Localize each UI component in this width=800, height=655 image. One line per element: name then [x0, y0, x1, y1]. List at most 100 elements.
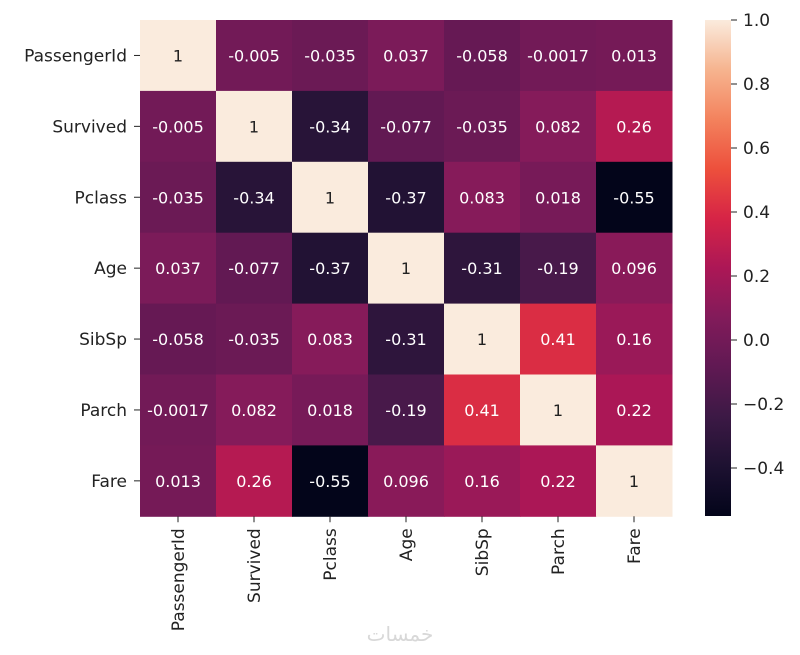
cell-value-label: 1	[629, 472, 639, 491]
cell-value-label: -0.077	[228, 259, 280, 278]
heatmap-cell	[216, 20, 293, 92]
heatmap-cell	[444, 20, 521, 92]
heatmap-cell	[596, 20, 673, 92]
heatmap-cell	[368, 20, 445, 92]
colorbar-tick-label: 0.0	[743, 331, 770, 351]
heatmap-cells: 1 -0.005 -0.035 0.037 -0.058 -0.0017 0.013 -0.0…	[140, 20, 673, 517]
cell-value-label: -0.058	[456, 46, 508, 65]
y-tick-label: Survived	[52, 117, 127, 137]
cell-value-label: 0.018	[307, 401, 353, 420]
heatmap-cell	[140, 374, 217, 446]
cell-value-label: 0.083	[307, 330, 353, 349]
cell-value-label: 0.037	[383, 46, 429, 65]
cell-value-label: -0.34	[233, 188, 274, 207]
colorbar-tick-label: 1.0	[743, 11, 770, 31]
heatmap-cell	[140, 445, 217, 517]
y-tick-label: SibSp	[79, 330, 127, 350]
colorbar-tick-label: 0.4	[743, 203, 770, 223]
heatmap-cell	[520, 374, 597, 446]
x-tick-label: Parch	[549, 528, 569, 575]
cell-value-label: 0.013	[611, 46, 657, 65]
cell-value-label: -0.035	[228, 330, 280, 349]
x-tick-label: Pclass	[321, 528, 341, 581]
cell-value-label: 0.16	[464, 472, 500, 491]
heatmap-cell	[140, 303, 217, 375]
heatmap-cell	[292, 374, 369, 446]
colorbar-tick-label: 0.8	[743, 75, 770, 95]
x-tick-label: Age	[397, 528, 417, 561]
cell-value-label: 1	[477, 330, 487, 349]
heatmap-cell	[140, 161, 217, 234]
heatmap-cell	[444, 90, 521, 163]
cell-value-label: 0.22	[540, 472, 576, 491]
cell-value-label: -0.005	[152, 117, 204, 136]
heatmap-cell	[216, 232, 293, 305]
y-axis-labels: PassengerId Survived Pclass Age SibSp Parch Fa…	[24, 46, 140, 492]
heatmap-cell	[368, 303, 445, 375]
heatmap-cell	[520, 90, 597, 163]
cell-value-label: -0.19	[537, 259, 578, 278]
heatmap-cell	[520, 303, 597, 375]
heatmap-cell	[292, 20, 369, 92]
x-axis-labels: PassengerId Survived Pclass Age SibSp Parch Fa…	[169, 516, 645, 631]
x-tick-label: Fare	[625, 528, 645, 564]
heatmap-cell	[140, 20, 217, 92]
heatmap-cell	[216, 90, 293, 163]
heatmap-cell	[596, 445, 673, 517]
heatmap-cell	[216, 445, 293, 517]
heatmap-cell	[292, 232, 369, 305]
x-tick-label: Survived	[245, 528, 265, 603]
cell-value-label: 0.26	[616, 117, 652, 136]
cell-value-label: 0.26	[236, 472, 272, 491]
cell-value-label: -0.55	[309, 472, 350, 491]
cell-value-label: -0.077	[380, 117, 432, 136]
cell-value-label: -0.005	[228, 46, 280, 65]
cell-value-label: 0.22	[616, 401, 652, 420]
x-tick-label: PassengerId	[169, 528, 189, 631]
cell-value-label: 0.41	[540, 330, 576, 349]
heatmap-cell	[444, 161, 521, 234]
cell-value-label: 0.096	[611, 259, 657, 278]
colorbar-gradient	[705, 20, 731, 516]
y-tick-label: Age	[94, 259, 127, 279]
heatmap-cell	[292, 161, 369, 234]
heatmap-cell	[140, 232, 217, 305]
cell-value-label: 0.096	[383, 472, 429, 491]
heatmap-cell	[292, 445, 369, 517]
heatmap-cell	[520, 232, 597, 305]
y-tick-label: Pclass	[75, 188, 128, 208]
heatmap-cell	[368, 232, 445, 305]
cell-value-label: 0.41	[464, 401, 500, 420]
cell-value-label: -0.035	[456, 117, 508, 136]
heatmap-cell	[520, 161, 597, 234]
cell-value-label: -0.035	[304, 46, 356, 65]
cell-value-label: -0.37	[385, 188, 426, 207]
colorbar-tick-label: 0.6	[743, 139, 770, 159]
heatmap-cell	[596, 374, 673, 446]
heatmap-cell	[140, 90, 217, 163]
cell-value-label: -0.31	[385, 330, 426, 349]
x-tick-label: SibSp	[473, 528, 493, 576]
colorbar-tick-label: −0.4	[743, 459, 784, 479]
cell-value-label: -0.035	[152, 188, 204, 207]
heatmap-cell	[368, 374, 445, 446]
heatmap-cell	[368, 445, 445, 517]
cell-value-label: 0.018	[535, 188, 581, 207]
heatmap-cell	[596, 303, 673, 375]
heatmap-cell	[216, 161, 293, 234]
cell-value-label: 1	[249, 117, 259, 136]
cell-value-label: -0.058	[152, 330, 204, 349]
cell-value-label: 0.16	[616, 330, 652, 349]
heatmap-cell	[520, 445, 597, 517]
heatmap-cell	[520, 20, 597, 92]
cell-value-label: -0.37	[309, 259, 350, 278]
heatmap-cell	[444, 303, 521, 375]
cell-value-label: 0.082	[231, 401, 277, 420]
watermark-text: خمسات	[367, 622, 434, 646]
cell-value-label: -0.0017	[147, 401, 209, 420]
heatmap-cell	[292, 90, 369, 163]
cell-value-label: -0.19	[385, 401, 426, 420]
heatmap-cell	[596, 232, 673, 305]
heatmap-cell	[216, 303, 293, 375]
